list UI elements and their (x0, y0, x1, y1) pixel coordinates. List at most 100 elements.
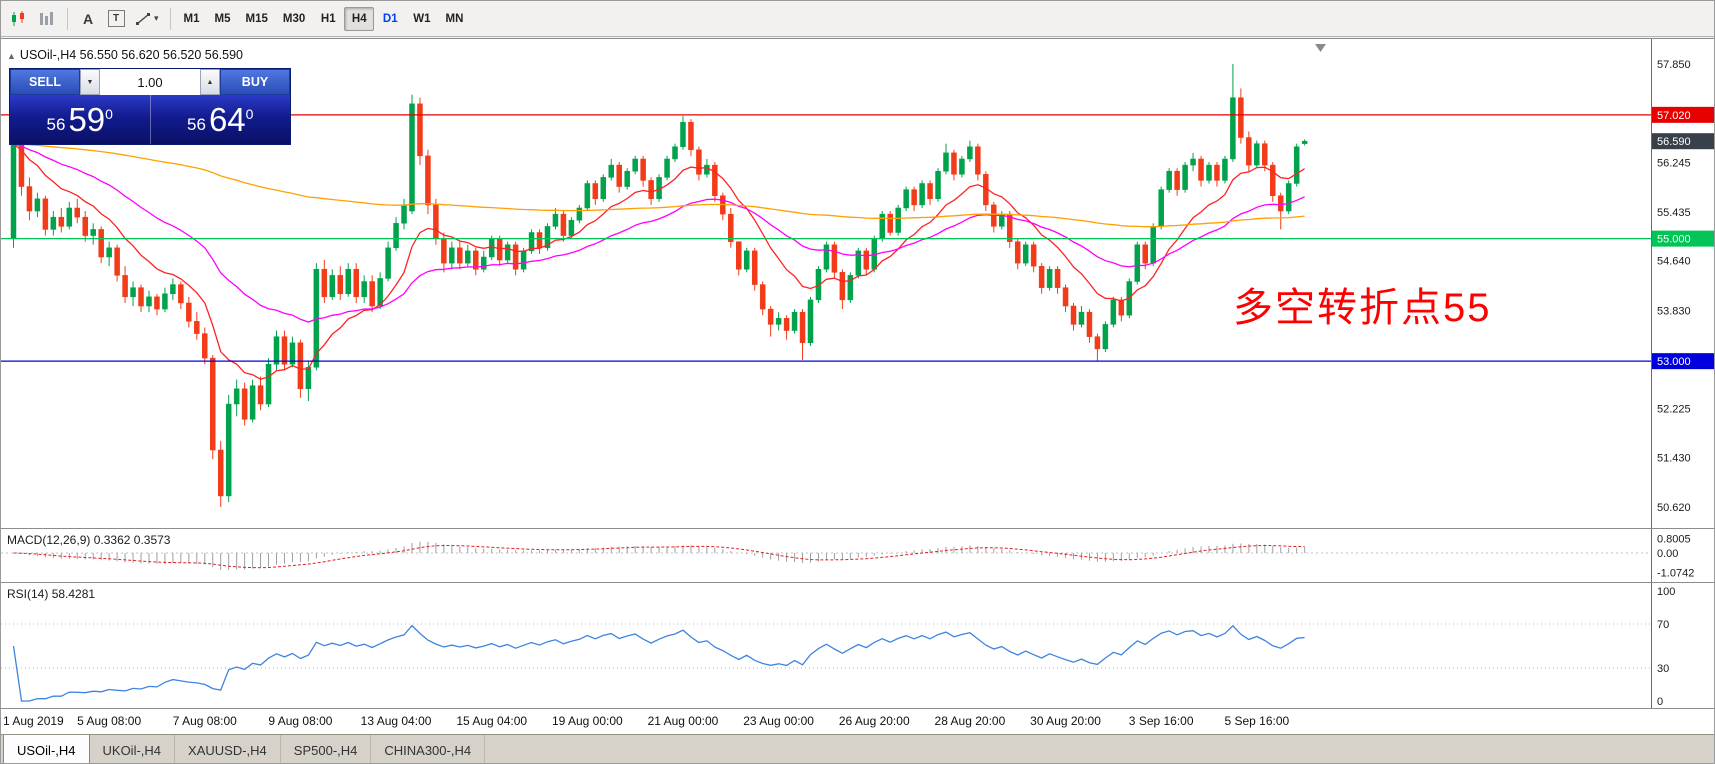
grid-bars-glyph (40, 11, 53, 25)
svg-text:57.020: 57.020 (1657, 110, 1691, 122)
chart-tab-usoil-h4[interactable]: USOil-,H4 (3, 735, 90, 763)
time-axis-label: 3 Sep 16:00 (1128, 714, 1194, 728)
toolbar-separator (67, 7, 68, 30)
sell-price-big: 59 (68, 100, 106, 138)
svg-text:70: 70 (1657, 619, 1669, 631)
candlestick-glyph (12, 10, 24, 26)
buy-price-small: 56 (187, 114, 206, 134)
collapse-arrow-icon[interactable]: ▲ (7, 51, 16, 61)
boxed-t-glyph: T (107, 10, 125, 27)
chart-tab-china300-h4[interactable]: CHINA300-,H4 (371, 735, 486, 763)
timeframe-button-m1[interactable]: M1 (176, 6, 207, 31)
timeframe-buttons: M1 M5 M15 M30 H1 H4 D1 W1 MN (176, 6, 472, 31)
svg-text:53.000: 53.000 (1657, 356, 1691, 368)
svg-text:55.000: 55.000 (1657, 234, 1691, 246)
chart-tab-xauusd-h4[interactable]: XAUUSD-,H4 (175, 735, 281, 763)
one-click-prices-row: 56 59 0 56 64 0 (10, 95, 290, 144)
time-axis-label: 9 Aug 08:00 (268, 714, 333, 728)
svg-text:52.225: 52.225 (1657, 404, 1691, 416)
sell-price-sup: 0 (105, 105, 113, 122)
trendline-glyph (136, 12, 150, 25)
time-axis-label: 30 Aug 20:00 (1030, 714, 1101, 728)
svg-text:30: 30 (1657, 663, 1669, 675)
price-axis-tags: 57.020 55.000 53.000 56.590 (1652, 106, 1714, 370)
timeframe-button-m5[interactable]: M5 (207, 6, 238, 31)
rsi-axis-labels: 100 70 30 0 (1657, 586, 1675, 708)
rsi-chart: 100 70 30 0 (1, 583, 1675, 708)
timeframe-button-mn[interactable]: MN (438, 6, 471, 31)
rsi-line (12, 624, 1305, 702)
price-axis-labels: 57.850 56.245 55.435 54.640 53.830 52.225 51.4… (1657, 59, 1691, 514)
svg-text:0: 0 (1657, 696, 1663, 708)
chart-tabs-bar: USOil-,H4 UKOil-,H4 XAUUSD-,H4 SP500-,H4 CHI… (1, 734, 1714, 763)
time-axis-label: 13 Aug 04:00 (360, 714, 432, 728)
time-axis-label: 1 Aug 2019 (3, 714, 64, 728)
rsi-label: RSI(14) 58.4281 (7, 587, 95, 601)
macd-main-value: 0.3362 (93, 533, 131, 547)
time-axis-label: 21 Aug 00:00 (647, 714, 719, 728)
svg-text:57.850: 57.850 (1657, 59, 1691, 71)
chart-tab-ukoil-h4[interactable]: UKOil-,H4 (90, 735, 176, 763)
timeframe-button-m30[interactable]: M30 (275, 6, 313, 31)
svg-text:0.00: 0.00 (1657, 548, 1678, 560)
svg-text:51.430: 51.430 (1657, 452, 1691, 464)
volume-decrement-button[interactable]: ▼ (80, 69, 100, 95)
chart-annotation-text: 多空转折点55 (1233, 286, 1492, 330)
timeframe-button-w1[interactable]: W1 (406, 6, 438, 31)
macd-signal-value: 0.3573 (133, 533, 171, 547)
toolbar-separator (169, 7, 171, 30)
macd-axis-labels: 0.8005 0.00 -1.0742 (1657, 534, 1694, 580)
svg-text:0.8005: 0.8005 (1657, 534, 1691, 546)
sell-price-display[interactable]: 56 59 0 (10, 95, 150, 144)
svg-text:56.245: 56.245 (1657, 157, 1691, 169)
sell-button[interactable]: SELL (10, 69, 80, 95)
ohlc-readout: USOil-,H4 56.550 56.620 56.520 56.590 (19, 48, 243, 62)
price-chart: 57.850 56.245 55.435 54.640 53.830 52.225 51.4… (1, 39, 1714, 528)
rsi-panel[interactable]: 100 70 30 0 RSI(14) 58.4281 (1, 582, 1714, 708)
timeframe-button-d1[interactable]: D1 (375, 6, 406, 31)
timeframe-button-h4[interactable]: H4 (344, 6, 375, 31)
buy-button[interactable]: BUY (220, 69, 290, 95)
macd-chart: 0.8005 0.00 -1.0742 (1, 529, 1694, 582)
time-axis-label: 23 Aug 00:00 (743, 714, 814, 728)
indicator-list-icon[interactable] (33, 5, 61, 32)
rsi-name: RSI(14) (7, 587, 49, 601)
time-axis-label: 19 Aug 00:00 (551, 714, 623, 728)
volume-input[interactable] (100, 69, 200, 95)
macd-label: MACD(12,26,9) 0.3362 0.3573 (7, 533, 170, 547)
time-axis[interactable]: 1 Aug 2019 5 Aug 08:00 7 Aug 08:00 9 Aug 08… (1, 708, 1714, 734)
time-axis-label: 5 Sep 16:00 (1224, 714, 1290, 728)
svg-text:54.640: 54.640 (1657, 256, 1691, 268)
svg-text:55.435: 55.435 (1657, 207, 1691, 219)
chart-shift-marker-icon[interactable] (1315, 44, 1326, 52)
macd-panel[interactable]: 0.8005 0.00 -1.0742 MACD(12,26,9) 0.3362 0… (1, 528, 1714, 582)
timeframe-button-m15[interactable]: M15 (238, 6, 275, 31)
buy-price-sup: 0 (245, 105, 254, 122)
time-axis-label: 7 Aug 08:00 (172, 714, 237, 728)
macd-histogram (20, 541, 1306, 571)
svg-text:-1.0742: -1.0742 (1657, 567, 1694, 579)
volume-increment-button[interactable]: ▲ (200, 69, 220, 95)
time-axis-label: 28 Aug 20:00 (934, 714, 1006, 728)
macd-name: MACD(12,26,9) (7, 533, 91, 547)
symbol-header: ▲ USOil-,H4 56.550 56.620 56.520 56.590 (7, 48, 243, 62)
time-axis-label: 5 Aug 08:00 (77, 714, 142, 728)
svg-text:50.620: 50.620 (1657, 502, 1691, 514)
main-chart-panel[interactable]: 57.850 56.245 55.435 54.640 53.830 52.225 51.4… (1, 38, 1714, 528)
timeframe-button-h1[interactable]: H1 (313, 6, 344, 31)
chevron-down-icon: ▾ (154, 13, 159, 23)
text-annotation-icon[interactable]: A (74, 5, 102, 32)
chart-type-candlestick-icon[interactable] (5, 5, 33, 32)
chart-tab-sp500-h4[interactable]: SP500-,H4 (281, 735, 372, 763)
buy-price-display[interactable]: 56 64 0 (151, 95, 291, 144)
svg-text:53.830: 53.830 (1657, 305, 1691, 317)
top-toolbar: A T ▾ M1 M5 M15 M30 H1 H4 D1 W1 MN (1, 1, 1714, 37)
svg-text:56.590: 56.590 (1657, 136, 1691, 148)
text-label-tool-icon[interactable]: T (102, 5, 130, 32)
one-click-controls-row: SELL ▼ ▲ BUY (10, 69, 290, 95)
sell-price-small: 56 (46, 114, 66, 134)
time-axis-label: 26 Aug 20:00 (838, 714, 910, 728)
draw-tools-icon[interactable]: ▾ (130, 5, 164, 32)
moving-average-lines (13, 143, 1305, 380)
